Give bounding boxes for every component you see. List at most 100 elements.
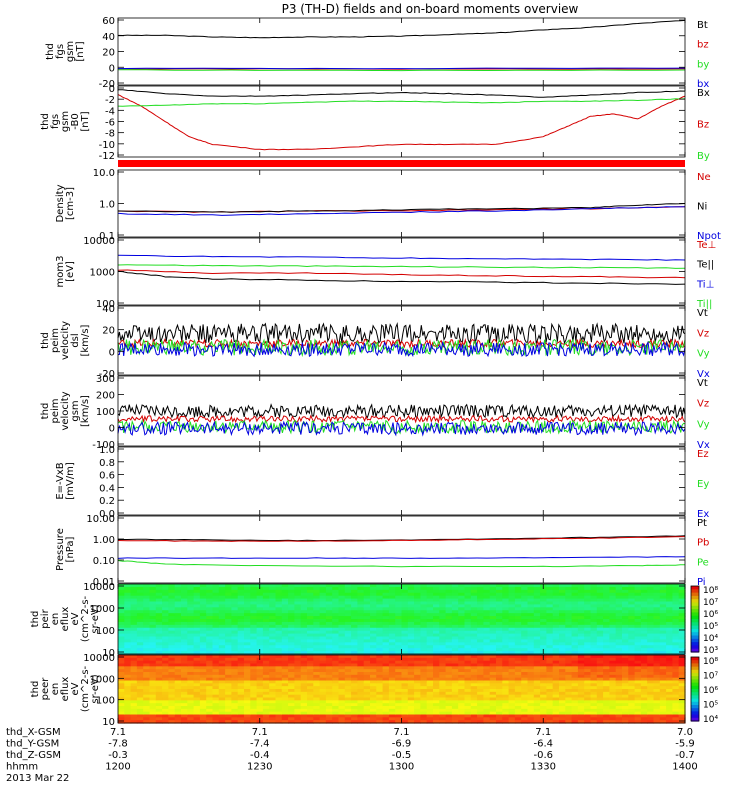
spectrogram-cell: [433, 717, 440, 721]
spectrogram-cell: [451, 669, 459, 673]
spectrogram-cell: [155, 592, 163, 597]
spectrogram-cell: [300, 633, 308, 638]
spectrogram-cell: [451, 639, 459, 643]
spectrogram-cell: [628, 648, 636, 652]
spectrogram-cell: [187, 666, 195, 670]
spectrogram-cell: [590, 680, 598, 684]
spectrogram-cell: [338, 610, 346, 614]
spectrogram-cell: [634, 630, 642, 635]
spectrogram-cell: [256, 592, 264, 597]
spectrogram-cell: [275, 655, 283, 659]
spectrogram-cell: [678, 674, 686, 679]
spectrogram-cell: [659, 648, 667, 652]
spectrogram-cell: [565, 598, 573, 603]
spectrogram-cell: [307, 616, 314, 620]
spectrogram-cell: [162, 592, 169, 597]
spectrogram-cell: [269, 601, 277, 606]
spectrogram-cell: [363, 717, 371, 721]
spectrogram-cell: [521, 700, 529, 704]
spectrogram-cell: [420, 717, 428, 721]
spectrogram-cell: [584, 633, 592, 638]
spectrogram-cell: [603, 686, 610, 690]
spectrogram-cell: [244, 711, 251, 716]
spectrogram-cell: [162, 691, 169, 696]
spectrogram-cell: [672, 691, 680, 696]
spectrogram-cell: [559, 601, 566, 606]
spectrogram-cell: [401, 642, 409, 646]
spectrogram-cell: [325, 624, 333, 629]
spectrogram-cell: [193, 663, 201, 667]
colorbar-frame: [690, 585, 700, 653]
spectrogram-cell: [552, 616, 560, 620]
spectrogram-cell: [149, 714, 157, 718]
spectrogram-cell: [313, 601, 321, 606]
spectrogram-cell: [609, 592, 617, 597]
spectrogram-cell: [540, 645, 547, 649]
spectrogram-cell: [294, 604, 302, 608]
spectrogram-cell: [584, 607, 592, 611]
spectrogram-cell: [370, 663, 377, 667]
spectrogram-cell: [489, 708, 497, 713]
spectrogram-cell: [571, 645, 579, 649]
spectrogram-cell: [162, 621, 169, 626]
spectrogram-cell: [143, 642, 151, 646]
spectrogram-cell: [451, 627, 459, 632]
spectrogram-cell: [130, 663, 138, 667]
spectrogram-cell: [357, 708, 365, 713]
spectrogram-cell: [124, 586, 132, 591]
spectrogram-cell: [332, 708, 340, 713]
spectrogram-cell: [426, 683, 434, 687]
spectrogram-cell: [596, 648, 604, 652]
y-tick-label: 10: [102, 648, 115, 659]
spectrogram-cell: [288, 645, 295, 649]
spectrogram-cell: [325, 720, 333, 724]
spectrogram-cell: [407, 589, 415, 594]
spectrogram-cell: [483, 683, 491, 687]
spectrogram-cell: [136, 717, 144, 721]
spectrogram-cell: [118, 717, 125, 721]
spectrogram-cell: [445, 720, 453, 724]
spectrogram-cell: [502, 697, 510, 701]
spectrogram-cell: [496, 708, 503, 713]
spectrogram-cell: [609, 711, 617, 716]
spectrogram-cell: [187, 613, 195, 617]
spectrogram-cell: [546, 592, 554, 597]
spectrogram-cell: [300, 700, 308, 704]
spectrogram-cell: [168, 680, 176, 684]
spectrogram-cell: [187, 717, 195, 721]
spectrogram-cell: [143, 604, 151, 608]
spectrogram-cell: [439, 639, 447, 643]
spectrogram-cell: [382, 674, 390, 679]
spectrogram-cell: [300, 694, 308, 699]
spectrogram-cell: [281, 633, 289, 638]
spectrogram-cell: [571, 595, 579, 600]
spectrogram-cell: [609, 630, 617, 635]
spectrogram-cell: [590, 630, 598, 635]
spectrogram-cell: [344, 633, 352, 638]
spectrogram-cell: [451, 601, 459, 606]
spectrogram-cell: [666, 657, 673, 662]
spectrogram-cell: [647, 592, 655, 597]
spectrogram-cell: [609, 645, 617, 649]
spectrogram-cell: [174, 604, 182, 608]
spectrogram-cell: [647, 691, 655, 696]
spectrogram-cell: [143, 627, 151, 632]
spectrogram-cell: [319, 706, 327, 710]
spectrogram-cell: [288, 711, 295, 716]
spectrogram-cell: [508, 680, 516, 684]
spectrogram-cell: [124, 619, 132, 623]
spectrogram-cell: [666, 642, 673, 646]
spectrogram-cell: [647, 584, 655, 588]
spectrogram-cell: [577, 655, 585, 659]
legend-Ne: Ne: [697, 172, 711, 183]
spectrogram-cell: [193, 586, 201, 591]
spectrogram-cell: [307, 613, 314, 617]
spectrogram-cell: [483, 672, 491, 676]
spectrogram-cell: [615, 694, 623, 699]
spectrogram-cell: [565, 697, 573, 701]
spectrogram-cell: [124, 648, 132, 652]
spectrogram-cell: [659, 680, 667, 684]
spectrogram-cell: [351, 607, 358, 611]
spectrogram-cell: [281, 616, 289, 620]
spectrogram-cell: [540, 589, 547, 594]
